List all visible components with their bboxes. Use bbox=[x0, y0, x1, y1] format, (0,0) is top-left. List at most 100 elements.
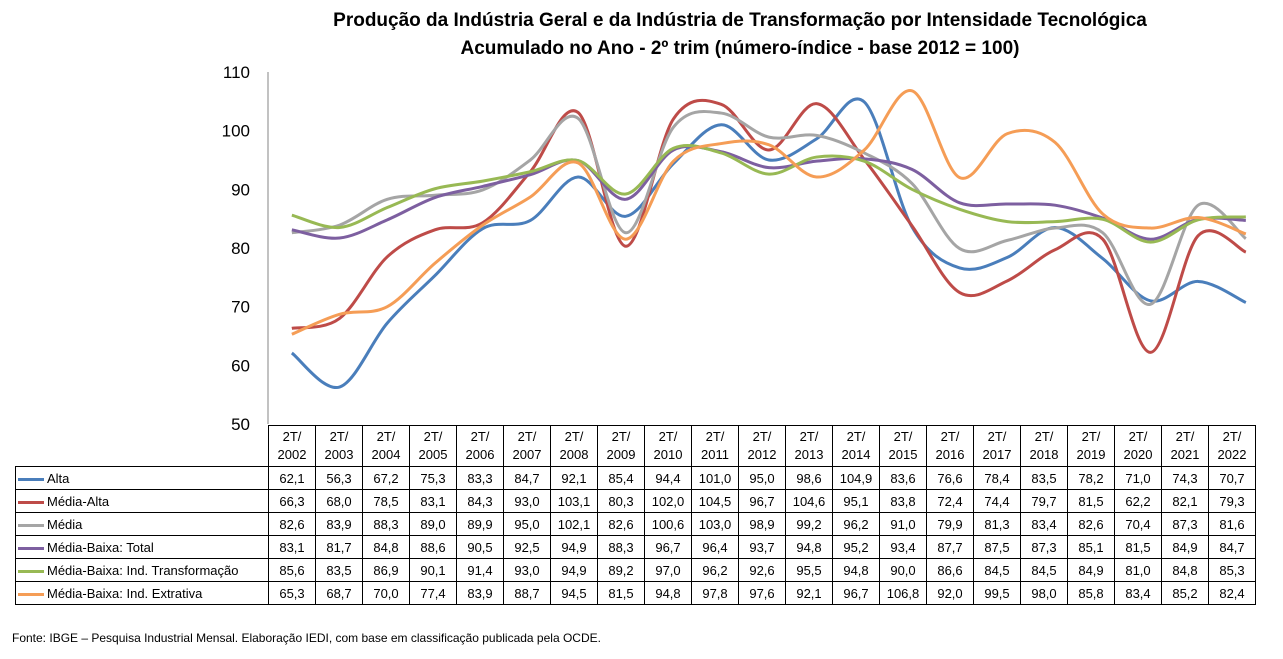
table-cell: 96,7 bbox=[832, 581, 880, 605]
table-cell: 103,0 bbox=[691, 512, 739, 536]
table-category-header: 2T/2003 bbox=[315, 425, 363, 467]
series-label: Média-Baixa: Total bbox=[15, 535, 269, 559]
table-cell: 94,9 bbox=[550, 535, 598, 559]
y-tick-label: 90 bbox=[231, 180, 250, 199]
table-cell: 70,0 bbox=[362, 581, 410, 605]
table-cell: 77,4 bbox=[409, 581, 457, 605]
legend-key bbox=[18, 546, 44, 550]
table-cell: 97,6 bbox=[738, 581, 786, 605]
series-name: Média-Alta bbox=[47, 493, 110, 509]
series-line-5 bbox=[291, 89, 1247, 336]
table-cell: 83,4 bbox=[1020, 512, 1068, 536]
series-lines bbox=[290, 89, 1247, 389]
series-name: Alta bbox=[47, 470, 70, 486]
table-cell: 79,3 bbox=[1208, 489, 1256, 513]
table-cell: 85,3 bbox=[1208, 558, 1256, 582]
table-cell: 95,0 bbox=[738, 466, 786, 490]
table-cell: 84,8 bbox=[1161, 558, 1209, 582]
series-label: Média-Baixa: Ind. Extrativa bbox=[15, 581, 269, 605]
table-cell: 93,0 bbox=[503, 558, 551, 582]
y-tick-label: 70 bbox=[231, 298, 250, 317]
table-cell: 90,1 bbox=[409, 558, 457, 582]
table-cell: 89,9 bbox=[456, 512, 504, 536]
table-row: Alta 62,1 56,3 67,2 75,3 83,3 84,7 92,1 85,4 94,4… bbox=[15, 466, 1256, 490]
table-cell: 84,3 bbox=[456, 489, 504, 513]
table-cell: 76,6 bbox=[926, 466, 974, 490]
table-cell: 83,8 bbox=[879, 489, 927, 513]
series-label: Alta bbox=[15, 466, 269, 490]
table-category-header: 2T/2021 bbox=[1161, 425, 1209, 467]
table-category-header: 2T/2017 bbox=[973, 425, 1021, 467]
table-cell: 83,9 bbox=[315, 512, 363, 536]
table-cell: 98,0 bbox=[1020, 581, 1068, 605]
table-cell: 86,9 bbox=[362, 558, 410, 582]
table-cell: 83,6 bbox=[879, 466, 927, 490]
table-cell: 84,5 bbox=[973, 558, 1021, 582]
table-cell: 81,0 bbox=[1114, 558, 1162, 582]
table-cell: 104,6 bbox=[785, 489, 833, 513]
table-cell: 94,8 bbox=[785, 535, 833, 559]
table-cell: 87,7 bbox=[926, 535, 974, 559]
table-row: Média-Baixa: Ind. Transformação 85,6 83,5 8… bbox=[15, 558, 1256, 582]
table-category-header: 2T/2010 bbox=[644, 425, 692, 467]
table-cell: 100,6 bbox=[644, 512, 692, 536]
table-cell: 62,1 bbox=[268, 466, 316, 490]
table-category-header: 2T/2020 bbox=[1114, 425, 1162, 467]
table-cell: 81,5 bbox=[597, 581, 645, 605]
table-cell: 85,6 bbox=[268, 558, 316, 582]
table-category-header: 2T/2009 bbox=[597, 425, 645, 467]
series-line-3 bbox=[291, 144, 1246, 241]
table-cell: 66,3 bbox=[268, 489, 316, 513]
table-corner bbox=[16, 426, 269, 467]
table-cell: 75,3 bbox=[409, 466, 457, 490]
legend-key bbox=[18, 592, 44, 596]
table-category-header: 2T/2022 bbox=[1208, 425, 1256, 467]
table-cell: 102,1 bbox=[550, 512, 598, 536]
table-cell: 96,2 bbox=[691, 558, 739, 582]
table-cell: 87,3 bbox=[1020, 535, 1068, 559]
table-cell: 79,9 bbox=[926, 512, 974, 536]
table-cell: 82,4 bbox=[1208, 581, 1256, 605]
table-cell: 71,0 bbox=[1114, 466, 1162, 490]
table-cell: 92,1 bbox=[550, 466, 598, 490]
table-cell: 97,8 bbox=[691, 581, 739, 605]
series-name: Média-Baixa: Ind. Extrativa bbox=[47, 585, 203, 601]
chart-subtitle: Acumulado no Ano - 2º trim (número-índic… bbox=[460, 38, 1020, 59]
table-cell: 81,7 bbox=[315, 535, 363, 559]
table-cell: 90,5 bbox=[456, 535, 504, 559]
table-cell: 70,7 bbox=[1208, 466, 1256, 490]
table-cell: 98,9 bbox=[738, 512, 786, 536]
table-cell: 106,8 bbox=[879, 581, 927, 605]
series-name: Média-Baixa: Ind. Transformação bbox=[47, 562, 239, 578]
table-category-header: 2T/2012 bbox=[738, 425, 786, 467]
table-cell: 88,6 bbox=[409, 535, 457, 559]
y-tick-label: 110 bbox=[223, 63, 250, 82]
table-cell: 92,0 bbox=[926, 581, 974, 605]
y-tick-label: 50 bbox=[231, 415, 250, 434]
table-cell: 99,2 bbox=[785, 512, 833, 536]
series-line-4 bbox=[291, 144, 1246, 244]
y-tick-label: 80 bbox=[231, 239, 250, 258]
table-cell: 81,5 bbox=[1067, 489, 1115, 513]
table-cell: 82,6 bbox=[1067, 512, 1115, 536]
table-cell: 96,7 bbox=[738, 489, 786, 513]
table-cell: 89,2 bbox=[597, 558, 645, 582]
table-category-header: 2T/2016 bbox=[926, 425, 974, 467]
table-cell: 83,1 bbox=[268, 535, 316, 559]
table-cell: 94,9 bbox=[550, 558, 598, 582]
table-cell: 99,5 bbox=[973, 581, 1021, 605]
table-cell: 81,5 bbox=[1114, 535, 1162, 559]
table-cell: 95,5 bbox=[785, 558, 833, 582]
table-cell: 85,1 bbox=[1067, 535, 1115, 559]
series-line-2 bbox=[291, 110, 1247, 306]
table-cell: 56,3 bbox=[315, 466, 363, 490]
table-cell: 82,1 bbox=[1161, 489, 1209, 513]
table-cell: 85,8 bbox=[1067, 581, 1115, 605]
table-cell: 87,5 bbox=[973, 535, 1021, 559]
table-cell: 81,6 bbox=[1208, 512, 1256, 536]
table-cell: 103,1 bbox=[550, 489, 598, 513]
table-cell: 83,4 bbox=[1114, 581, 1162, 605]
table-row: Média 82,6 83,9 88,3 89,0 89,9 95,0 102,1 82,6 10… bbox=[15, 512, 1256, 536]
table-cell: 85,2 bbox=[1161, 581, 1209, 605]
